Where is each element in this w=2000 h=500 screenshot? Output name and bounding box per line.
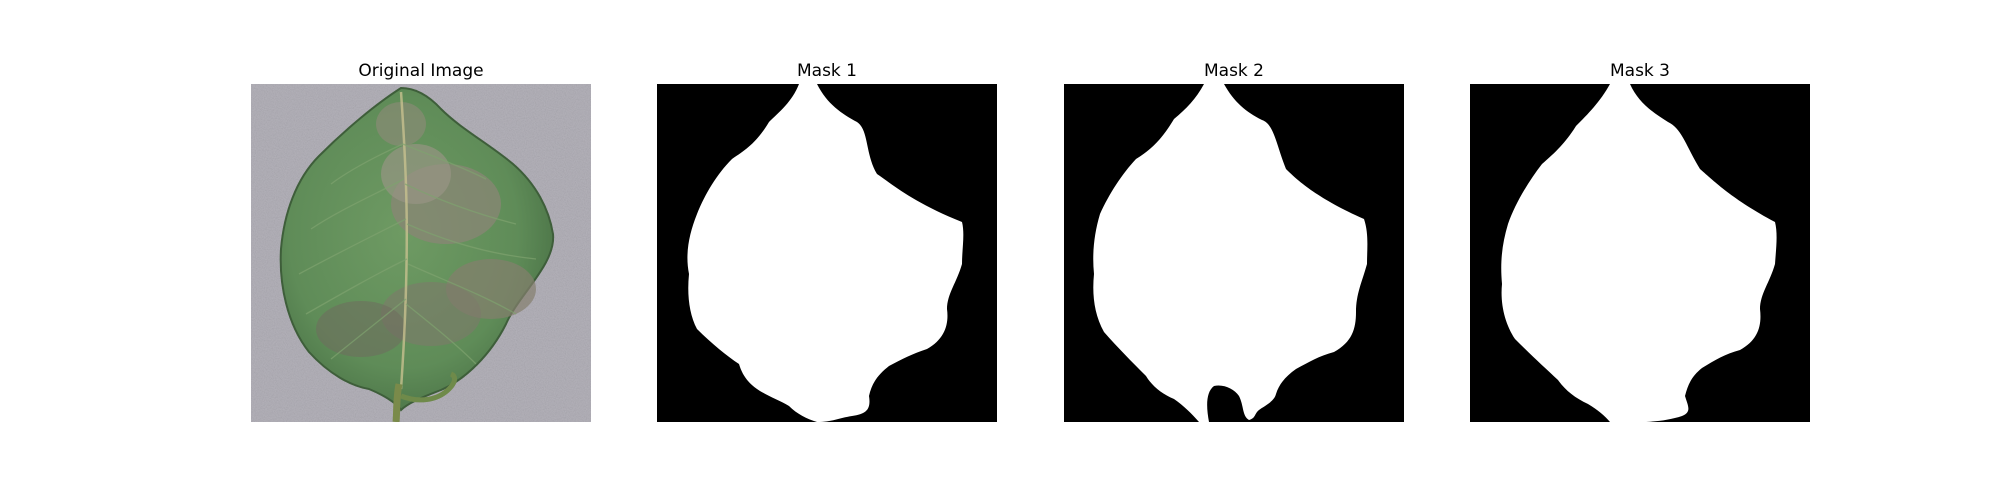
mask-3-image xyxy=(1470,84,1810,422)
original-leaf-image xyxy=(251,84,591,422)
mask-2-image xyxy=(1064,84,1404,422)
panel-mask-2: Mask 2 xyxy=(1064,60,1404,422)
panel-mask-1: Mask 1 xyxy=(657,60,997,422)
panel-title: Mask 1 xyxy=(796,61,857,81)
panel-mask-3: Mask 3 xyxy=(1470,60,1810,422)
panel-original-image: Original Image xyxy=(251,60,591,422)
panel-title: Mask 2 xyxy=(1203,61,1264,81)
panel-title: Mask 3 xyxy=(1609,61,1670,81)
mask-1-image xyxy=(657,84,997,422)
panel-title: Original Image xyxy=(358,61,484,81)
